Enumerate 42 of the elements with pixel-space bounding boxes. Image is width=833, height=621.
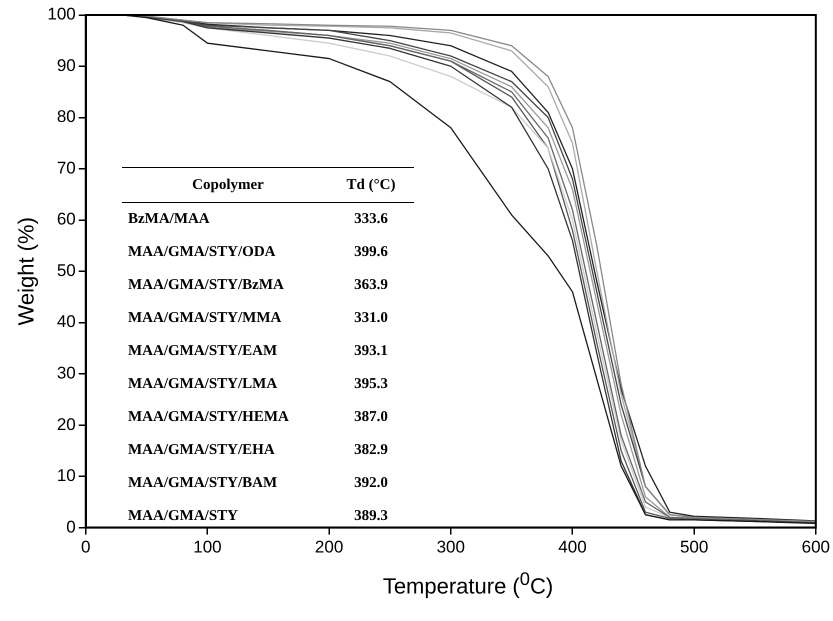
x-axis-title: Temperature ($^{0}$C) (382, 568, 554, 600)
y-tick-label: 30 (56, 364, 76, 383)
x-tick-label: 500 (680, 537, 708, 556)
y-tick-label: 60 (56, 210, 76, 229)
y-tick-label: 0 (66, 517, 76, 536)
annotation: MAA/GMA/STY/BAM (127, 475, 278, 492)
annotation: 363.9 (353, 277, 389, 294)
annotation: 331.0 (353, 310, 389, 327)
annotation: 393.1 (353, 343, 389, 360)
x-tick-label: 100 (193, 537, 222, 556)
annotation: 392.0 (353, 475, 389, 492)
y-tick-label: 90 (56, 56, 76, 75)
y-axis-title: Weight (%) (13, 217, 38, 326)
annotation: MAA/GMA/STY/HEMA (127, 409, 290, 426)
x-tick-label: 200 (314, 537, 344, 556)
y-tick-label: 80 (56, 107, 76, 126)
annotation: MAA/GMA/STY/LMA (127, 376, 278, 393)
annotation: 333.6 (353, 211, 389, 228)
x-tick-label: 400 (558, 537, 587, 556)
annotation: MAA/GMA/STY/BzMA (127, 277, 285, 294)
annotation: Copolymer (191, 176, 265, 194)
annotation: Td (°C) (346, 176, 396, 194)
annotation: MAA/GMA/STY/ODA (127, 244, 276, 261)
y-tick-label: 20 (56, 414, 76, 434)
annotation: MAA/GMA/STY/EHA (127, 442, 276, 459)
y-tick-label: 50 (56, 260, 76, 280)
y-tick-label: 10 (56, 466, 76, 486)
annotation: MAA/GMA/STY/MMA (127, 310, 282, 327)
annotation: 382.9 (353, 442, 389, 459)
y-tick-label: 40 (56, 312, 76, 332)
annotation: BzMA/MAA (127, 211, 211, 228)
y-tick-label: 100 (47, 4, 76, 24)
x-tick-label: 300 (436, 537, 465, 556)
annotation: MAA/GMA/STY (127, 508, 239, 525)
annotation: 389.3 (353, 508, 389, 525)
annotation: 395.3 (353, 376, 389, 393)
x-tick-label: 600 (802, 537, 830, 556)
annotation: 399.6 (353, 244, 389, 261)
annotation: MAA/GMA/STY/EAM (127, 343, 278, 360)
annotation: 387.0 (353, 409, 389, 426)
y-tick-label: 70 (56, 158, 76, 178)
x-tick-label: 0 (81, 537, 90, 556)
